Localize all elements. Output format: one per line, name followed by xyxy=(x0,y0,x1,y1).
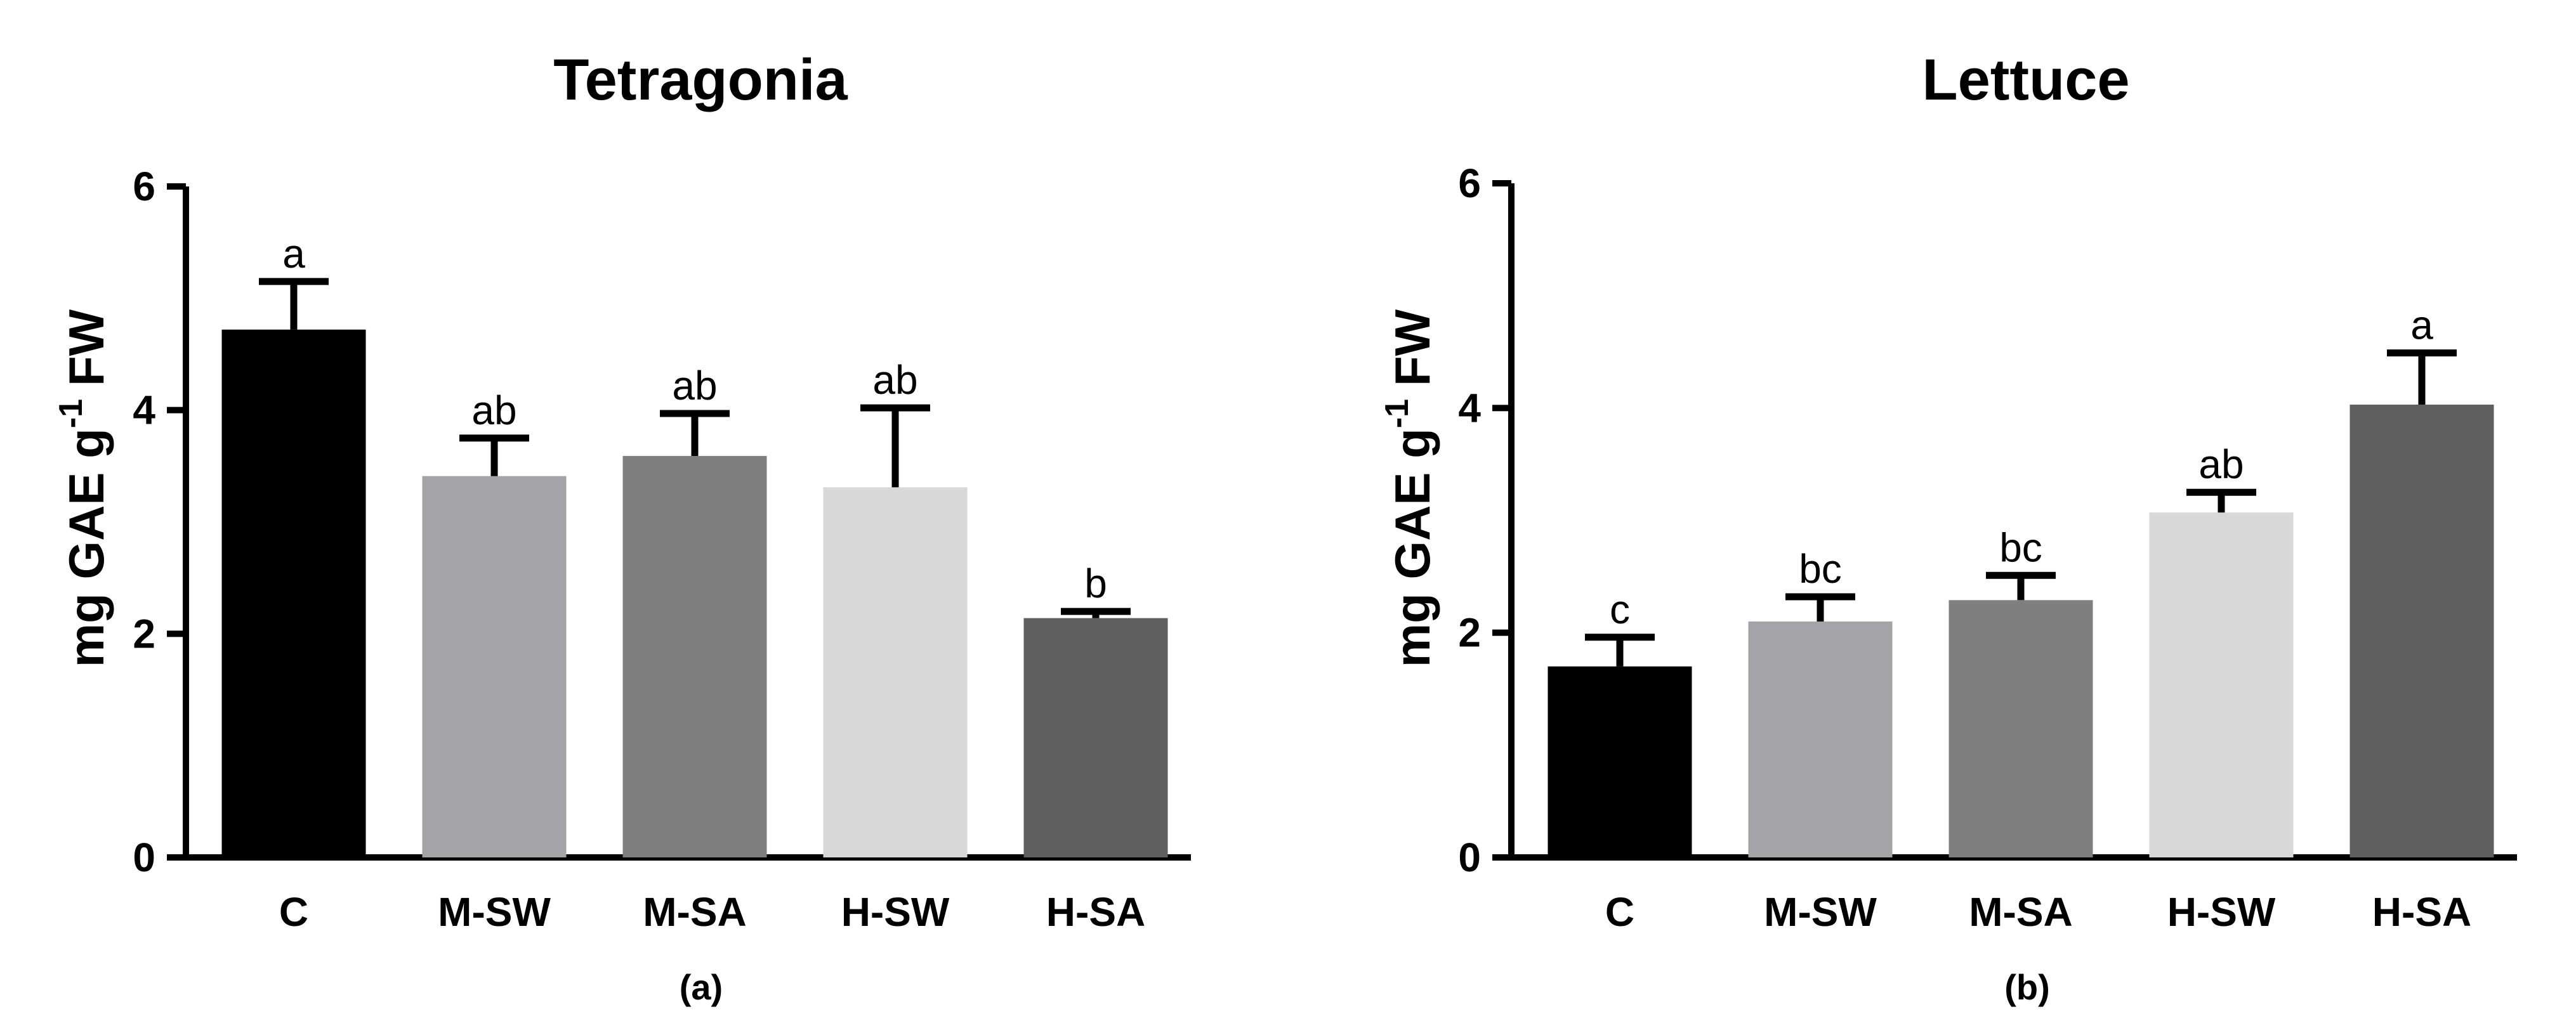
error-bar-h-sw xyxy=(2186,488,2256,513)
x-tick-label: H-SA xyxy=(1046,889,1145,935)
error-bar-m-sw xyxy=(459,434,529,476)
bar-h-sa xyxy=(2349,405,2494,857)
y-tick-label: 0 xyxy=(1458,835,1481,880)
y-axis-label-text: mg GAE g xyxy=(1384,428,1440,667)
bar-c xyxy=(221,329,366,857)
error-bar-h-sw xyxy=(860,404,930,488)
y-tick-label: 4 xyxy=(1458,385,1481,431)
error-bar-m-sa xyxy=(1986,571,2056,601)
bar-m-sa xyxy=(622,455,767,857)
chart-tetragonia: Tetragonia mg GAE g-1 FW 0 2 4 6 a ab ab ab b C M… xyxy=(53,48,1191,1007)
x-tick-label: C xyxy=(1605,889,1634,935)
y-axis-label-unit: FW xyxy=(1384,309,1440,386)
chart-title: Tetragonia xyxy=(553,48,848,112)
x-tick-label: H-SA xyxy=(2372,889,2471,935)
error-bar-h-sa xyxy=(1061,608,1131,618)
bar-m-sa xyxy=(1948,600,2093,857)
bar-h-sa xyxy=(1023,618,1168,857)
bar-h-sw xyxy=(823,487,968,857)
x-tick-label: M-SW xyxy=(438,889,551,935)
y-tick-label: 2 xyxy=(133,611,155,656)
y-axis-label-text: mg GAE g xyxy=(58,428,114,667)
y-axis-label-superscript: -1 xyxy=(1379,399,1416,428)
error-bar-m-sw xyxy=(1785,593,1855,622)
x-tick-label: H-SW xyxy=(2167,889,2276,935)
chart-title: Lettuce xyxy=(1922,48,2129,112)
bar-c xyxy=(1548,666,1692,857)
significance-label: a xyxy=(282,231,305,277)
x-tick-label: C xyxy=(279,889,308,935)
panel-label: (a) xyxy=(680,967,723,1007)
significance-label: bc xyxy=(1999,524,2042,570)
x-tick-label: M-SA xyxy=(643,889,747,935)
significance-label: a xyxy=(2410,303,2433,348)
error-bar-c xyxy=(259,278,329,330)
bar-m-sw xyxy=(422,476,567,857)
y-axis-label-unit: FW xyxy=(58,309,114,386)
y-axis-label-superscript: -1 xyxy=(53,399,89,428)
x-tick-label: M-SW xyxy=(1764,889,1877,935)
y-tick-label: 4 xyxy=(133,387,155,433)
svg-text:mg GAE g-1FW: mg GAE g-1 FW xyxy=(1379,309,1440,667)
significance-label: ab xyxy=(672,363,717,408)
significance-label: ab xyxy=(872,357,917,403)
x-tick-label: H-SW xyxy=(841,889,950,935)
y-tick-label: 6 xyxy=(1458,160,1481,206)
y-tick-label: 0 xyxy=(133,835,155,880)
y-tick-label: 6 xyxy=(133,164,155,209)
x-tick-label: M-SA xyxy=(1969,889,2073,935)
significance-label: ab xyxy=(2198,441,2244,487)
chart-lettuce: Lettuce mg GAE g-1 FW 0 2 4 6 c bc bc ab a C M-SW… xyxy=(1379,48,2517,1007)
bar-m-sw xyxy=(1748,621,1893,857)
error-bar-m-sa xyxy=(660,410,730,456)
significance-label: b xyxy=(1084,561,1107,606)
error-bar-c xyxy=(1585,634,1655,667)
significance-label: ab xyxy=(471,387,516,433)
y-axis-label: mg GAE g-1 FW xyxy=(53,309,114,667)
panel-label: (b) xyxy=(2004,967,2050,1007)
error-bar-h-sa xyxy=(2387,349,2457,405)
bar-h-sw xyxy=(2149,512,2294,857)
y-tick-label: 2 xyxy=(1458,610,1481,656)
y-axis-label: mg GAE g-1 FW xyxy=(1379,309,1440,667)
significance-label: c xyxy=(1610,587,1630,632)
significance-label: bc xyxy=(1799,546,1842,592)
svg-text:mg GAE g-1FW: mg GAE g-1 FW xyxy=(53,309,114,667)
